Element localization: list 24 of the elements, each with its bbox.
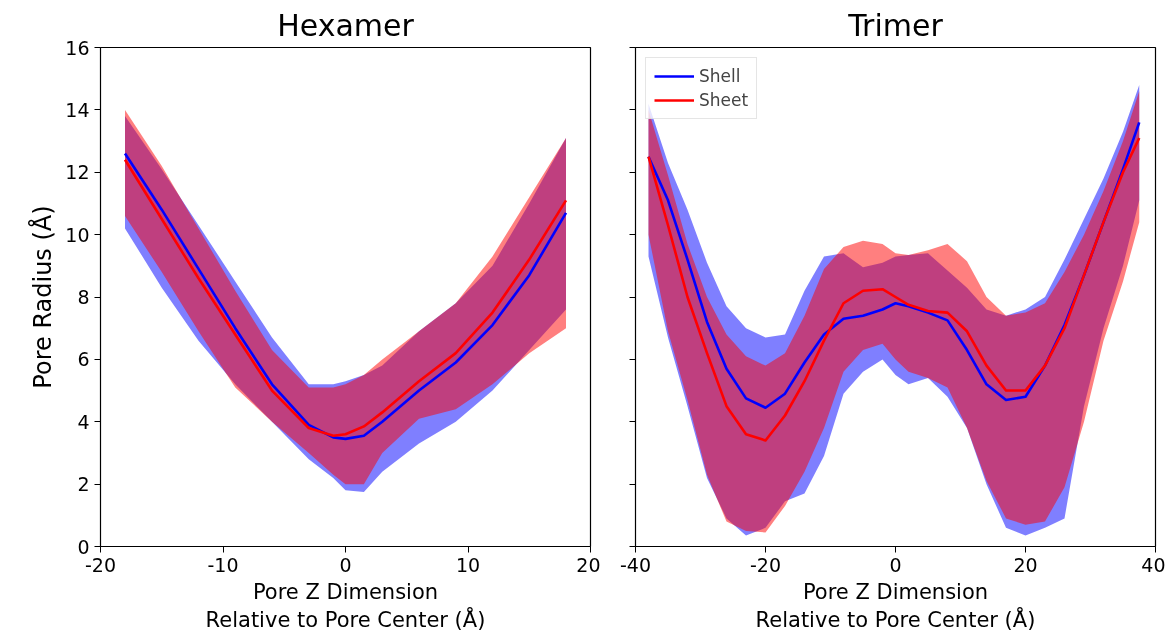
x-tick-label: 10 <box>455 553 481 576</box>
y-tick-label: 14 <box>65 98 90 121</box>
x-tick-label: -20 <box>749 553 782 576</box>
x-tick-label: -40 <box>619 553 652 576</box>
y-tick-label: 16 <box>65 36 90 59</box>
x-tick-label: -10 <box>207 553 239 576</box>
x-axis-title: Pore Z Dimension Relative to Pore Center (Å) <box>205 579 486 633</box>
x-axis-title: Pore Z Dimension Relative to Pore Center (Å) <box>755 579 1036 633</box>
x-tick-label: 0 <box>339 553 352 576</box>
y-tick-label: 10 <box>65 223 90 246</box>
x-tick-label: 40 <box>1141 553 1165 576</box>
x-tick-label: 0 <box>889 553 902 576</box>
y-tick-label: 6 <box>77 348 90 371</box>
y-axis-title: Pore Radius (Å) <box>28 205 58 389</box>
y-tick-label: 8 <box>77 286 90 308</box>
legend-label: Shell <box>699 66 741 86</box>
chart-title: Trimer <box>847 7 944 43</box>
x-tick-label: 20 <box>1013 553 1038 576</box>
y-tick-label: 2 <box>77 473 90 496</box>
legend-label: Sheet <box>699 90 749 110</box>
chart-title: Hexamer <box>277 7 415 43</box>
y-tick-label: 4 <box>77 410 90 433</box>
x-tick-label: 20 <box>576 553 601 576</box>
y-tick-label: 12 <box>65 161 90 184</box>
